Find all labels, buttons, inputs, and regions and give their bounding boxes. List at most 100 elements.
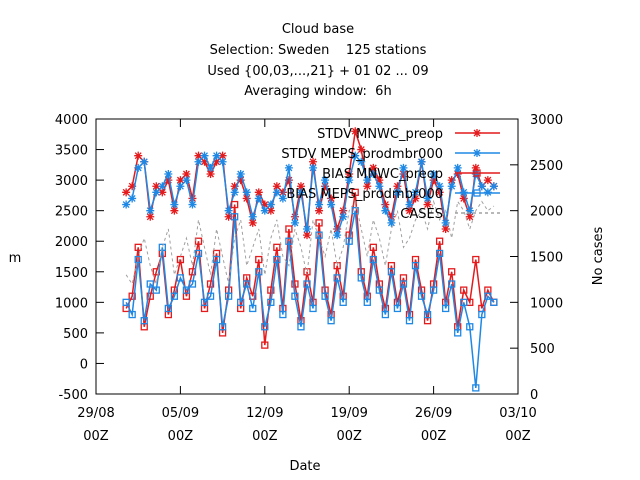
data-point bbox=[267, 298, 275, 306]
data-point bbox=[429, 286, 438, 294]
data-point bbox=[321, 292, 329, 300]
y2-tick-label: 3000 bbox=[530, 113, 563, 128]
data-point bbox=[248, 218, 257, 227]
data-point bbox=[285, 237, 293, 245]
data-point bbox=[393, 188, 402, 197]
data-point bbox=[291, 292, 299, 300]
data-point bbox=[158, 182, 167, 191]
data-point bbox=[146, 280, 154, 288]
data-point bbox=[345, 237, 353, 245]
data-point bbox=[441, 225, 450, 233]
data-point bbox=[146, 206, 155, 215]
data-point bbox=[128, 182, 137, 191]
data-point bbox=[471, 163, 480, 172]
series-line bbox=[125, 154, 495, 239]
data-point bbox=[237, 298, 245, 306]
data-point bbox=[224, 212, 233, 221]
data-point bbox=[188, 280, 197, 288]
data-point bbox=[466, 323, 474, 331]
legend-label: CASES bbox=[400, 207, 443, 222]
data-point bbox=[315, 200, 324, 209]
legend-marker bbox=[473, 189, 481, 197]
data-point bbox=[460, 298, 468, 306]
data-point bbox=[327, 317, 335, 325]
data-point bbox=[339, 298, 347, 306]
data-point bbox=[152, 286, 160, 294]
data-point bbox=[267, 286, 275, 294]
data-point bbox=[333, 225, 342, 233]
data-point bbox=[339, 206, 348, 215]
data-point bbox=[375, 176, 384, 185]
data-point bbox=[435, 237, 444, 245]
data-point bbox=[134, 151, 143, 160]
data-point bbox=[242, 194, 251, 203]
data-point bbox=[297, 323, 305, 331]
x-tick-label: 03/10 00Z bbox=[499, 406, 536, 444]
data-point bbox=[134, 163, 143, 172]
y2-tick-label: 2500 bbox=[530, 159, 563, 174]
data-point bbox=[447, 176, 456, 185]
x-tick-label: 29/08 00Z bbox=[77, 406, 114, 444]
data-point bbox=[423, 310, 432, 319]
data-point bbox=[278, 194, 287, 203]
data-point bbox=[128, 310, 136, 319]
data-point bbox=[460, 286, 468, 294]
data-point bbox=[122, 188, 131, 197]
data-point bbox=[309, 163, 318, 172]
data-point bbox=[442, 304, 450, 313]
data-point bbox=[164, 170, 173, 178]
data-point bbox=[260, 206, 269, 215]
data-point bbox=[453, 170, 462, 178]
data-point bbox=[128, 292, 136, 300]
data-point bbox=[194, 151, 203, 160]
data-point bbox=[170, 206, 179, 215]
series-line bbox=[125, 199, 495, 286]
data-point bbox=[315, 206, 324, 215]
data-point bbox=[206, 170, 215, 178]
y-tick-label: 4000 bbox=[55, 113, 88, 128]
data-point bbox=[411, 188, 420, 197]
data-point bbox=[351, 188, 359, 196]
data-point bbox=[321, 176, 330, 185]
data-point bbox=[405, 200, 414, 209]
data-point bbox=[459, 194, 468, 203]
data-point bbox=[122, 298, 130, 306]
data-point bbox=[296, 188, 305, 197]
data-point bbox=[284, 163, 293, 172]
data-point bbox=[134, 255, 142, 264]
chart-subtitle: Selection: Sweden 125 stations bbox=[210, 43, 427, 58]
data-point bbox=[206, 280, 215, 288]
data-point bbox=[200, 298, 209, 306]
data-point bbox=[363, 298, 371, 306]
data-point bbox=[411, 194, 420, 203]
data-point bbox=[200, 157, 209, 166]
data-point bbox=[249, 304, 257, 313]
data-point bbox=[140, 317, 148, 325]
legend-label: BIAS MNWC_preop bbox=[322, 167, 443, 182]
data-point bbox=[182, 286, 191, 294]
data-point bbox=[357, 145, 366, 154]
data-point bbox=[231, 213, 239, 221]
data-point bbox=[248, 212, 257, 221]
data-point bbox=[477, 182, 486, 191]
data-point bbox=[387, 268, 396, 276]
data-point bbox=[357, 274, 365, 282]
data-point bbox=[273, 243, 281, 251]
y2-tick-label: 500 bbox=[530, 342, 555, 357]
data-point bbox=[164, 304, 172, 313]
series-line bbox=[125, 210, 495, 388]
data-point bbox=[243, 280, 251, 288]
data-point bbox=[369, 163, 378, 172]
data-point bbox=[363, 182, 372, 191]
data-point bbox=[303, 231, 311, 240]
data-point bbox=[381, 200, 390, 209]
data-point bbox=[266, 200, 275, 209]
data-point bbox=[230, 182, 239, 191]
x-tick-label: 26/09 00Z bbox=[415, 406, 452, 444]
data-point bbox=[453, 163, 462, 172]
data-point bbox=[393, 182, 402, 191]
data-point bbox=[236, 176, 245, 185]
data-point bbox=[140, 157, 149, 166]
data-point bbox=[152, 188, 161, 197]
y-tick-label: 1500 bbox=[55, 266, 88, 281]
